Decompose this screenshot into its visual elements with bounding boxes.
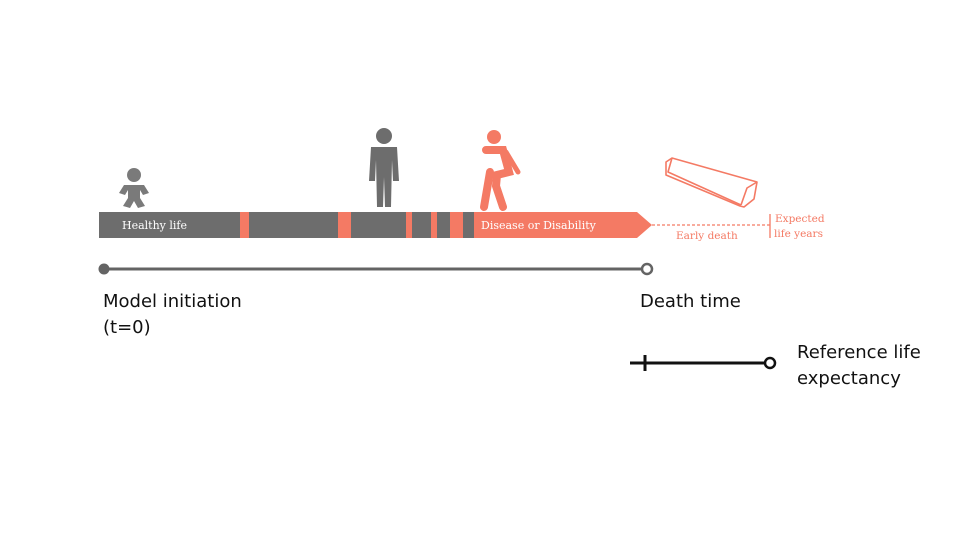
model-initiation-t0-label: (t=0) [103, 317, 151, 338]
disease-episode [406, 212, 412, 238]
coffin-icon [665, 157, 758, 208]
expected-life-years-label-line2: life years [774, 228, 823, 240]
expected-life-years-label-line1: Expected [775, 213, 825, 225]
disease-disability-bar [474, 212, 652, 238]
healthy-life-label: Healthy life [122, 219, 187, 232]
disease-episode [240, 212, 249, 238]
early-death-label: Early death [676, 230, 738, 242]
model-initiation-label: Model initiation [103, 291, 242, 312]
axis-end-circle [640, 262, 654, 276]
death-time-label: Death time [640, 291, 741, 312]
reference-end-circle [763, 356, 777, 370]
reference-life-expectancy-label-line1: Reference life [797, 342, 921, 363]
disease-episode [450, 212, 463, 238]
injured-person-icon [476, 130, 521, 211]
disease-episode [338, 212, 351, 238]
disease-disability-label: Disease or Disability [481, 219, 597, 232]
reference-life-expectancy-label-line2: expectancy [797, 368, 901, 389]
axis-start-dot [98, 263, 110, 275]
baby-icon [119, 168, 149, 208]
disease-episode [431, 212, 437, 238]
adult-person-icon [369, 128, 399, 207]
